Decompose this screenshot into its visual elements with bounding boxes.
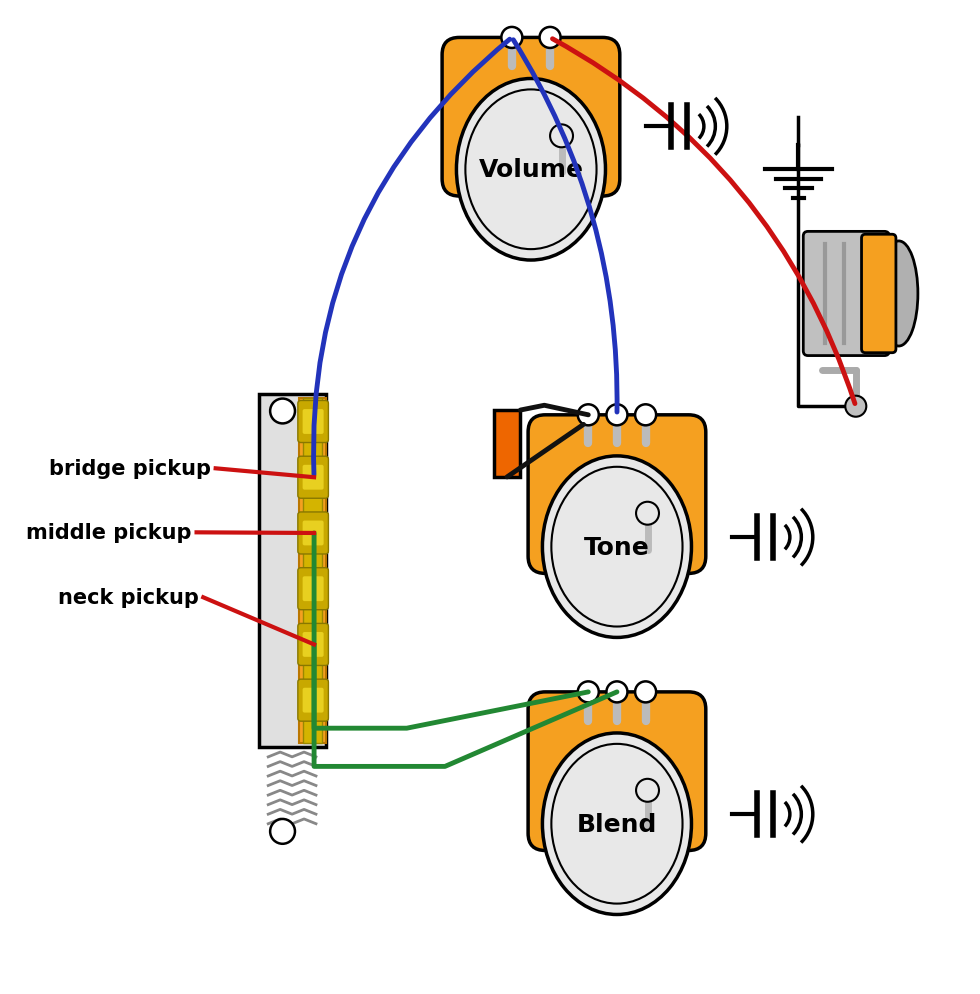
FancyBboxPatch shape: [303, 521, 323, 546]
Circle shape: [270, 400, 295, 424]
Text: neck pickup: neck pickup: [58, 587, 199, 607]
Text: middle pickup: middle pickup: [26, 523, 192, 543]
FancyBboxPatch shape: [298, 624, 328, 666]
FancyBboxPatch shape: [298, 401, 328, 443]
Circle shape: [578, 682, 599, 703]
Circle shape: [607, 405, 627, 425]
Circle shape: [540, 28, 561, 49]
Circle shape: [636, 779, 659, 802]
Text: Tone: Tone: [584, 535, 650, 559]
Text: Volume: Volume: [478, 158, 583, 182]
FancyBboxPatch shape: [804, 233, 889, 356]
FancyBboxPatch shape: [528, 415, 706, 574]
Bar: [299, 399, 325, 744]
Ellipse shape: [542, 456, 692, 638]
Bar: [259, 395, 325, 747]
FancyBboxPatch shape: [528, 692, 706, 851]
Circle shape: [846, 397, 866, 417]
Circle shape: [607, 682, 627, 703]
FancyBboxPatch shape: [298, 569, 328, 610]
Ellipse shape: [880, 242, 918, 347]
Bar: [303, 399, 321, 744]
FancyBboxPatch shape: [298, 513, 328, 555]
FancyBboxPatch shape: [303, 465, 323, 490]
Circle shape: [270, 819, 295, 844]
Circle shape: [635, 405, 657, 425]
Ellipse shape: [542, 734, 692, 914]
FancyBboxPatch shape: [303, 577, 323, 601]
Text: Blend: Blend: [577, 812, 658, 836]
Bar: [494, 411, 520, 477]
Circle shape: [550, 125, 573, 148]
FancyBboxPatch shape: [298, 457, 328, 499]
Ellipse shape: [457, 80, 606, 260]
Circle shape: [635, 682, 657, 703]
FancyBboxPatch shape: [303, 632, 323, 657]
Text: bridge pickup: bridge pickup: [49, 459, 211, 479]
Circle shape: [578, 405, 599, 425]
Circle shape: [502, 28, 522, 49]
FancyBboxPatch shape: [861, 235, 896, 353]
FancyBboxPatch shape: [303, 410, 323, 434]
FancyBboxPatch shape: [298, 680, 328, 722]
FancyBboxPatch shape: [442, 39, 619, 197]
Circle shape: [636, 502, 659, 525]
FancyBboxPatch shape: [303, 688, 323, 713]
